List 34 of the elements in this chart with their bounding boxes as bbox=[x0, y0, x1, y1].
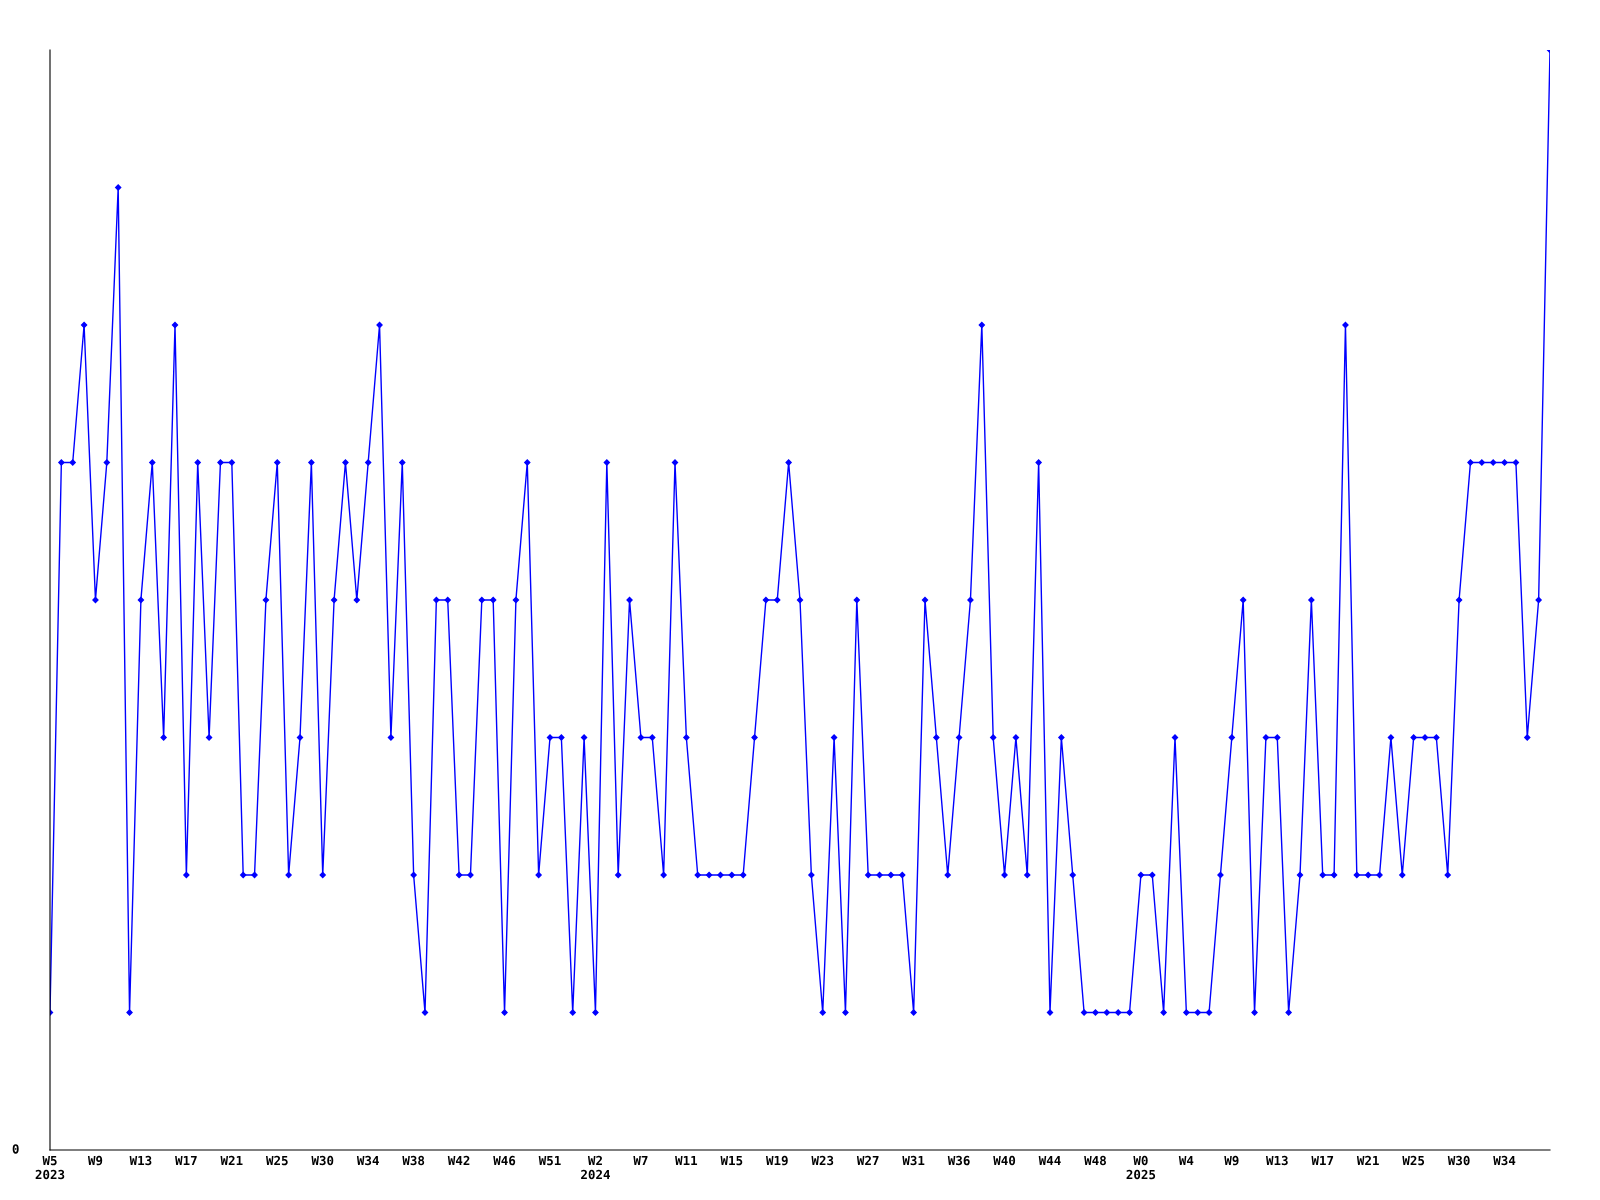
x-tick-label: W25 bbox=[265, 1155, 288, 1166]
x-tick-label: W34 bbox=[356, 1155, 379, 1166]
x-tick-label: W31 bbox=[902, 1155, 925, 1166]
x-tick-label: W17 bbox=[1311, 1155, 1334, 1166]
x-tick-label: W11 bbox=[675, 1155, 698, 1166]
x-tick-label: W44 bbox=[1038, 1155, 1061, 1166]
x-tick-label: W48 bbox=[1084, 1155, 1106, 1166]
x-tick-label: W25 bbox=[1402, 1155, 1425, 1166]
x-tick-label: W40 bbox=[993, 1155, 1016, 1166]
x-tick-label: W13 bbox=[1265, 1155, 1288, 1166]
x-tick-label: W42 bbox=[447, 1155, 470, 1166]
x-tick-label: W9 bbox=[1224, 1155, 1239, 1166]
x-tick-label: W17 bbox=[175, 1155, 197, 1166]
text: 0 bbox=[12, 1144, 19, 1154]
x-tick-label: W27 bbox=[856, 1155, 879, 1166]
x-tick-label: W21 bbox=[1356, 1155, 1379, 1166]
x-tick-label: W36 bbox=[947, 1155, 970, 1166]
x-tick-label: W23 bbox=[811, 1155, 834, 1166]
x-tick-label: W15 bbox=[720, 1155, 743, 1166]
x-tick-label: W34 bbox=[1493, 1155, 1516, 1166]
x-tick-label: W46 bbox=[493, 1155, 516, 1166]
x-tick-label: W30 bbox=[1447, 1155, 1470, 1166]
x-tick-label: W19 bbox=[765, 1155, 788, 1166]
x-tick-label: W4 bbox=[1178, 1155, 1194, 1166]
x-tick-label: W30 bbox=[311, 1155, 334, 1166]
x-tick-label: W0 2025 bbox=[1126, 1155, 1156, 1180]
x-tick-label: W51 bbox=[538, 1155, 561, 1166]
x-tick-label: W21 bbox=[220, 1155, 243, 1166]
x-tick-label: W5 2023 bbox=[35, 1155, 65, 1180]
x-tick-label: W7 bbox=[633, 1155, 648, 1166]
x-tick-label: W9 bbox=[87, 1155, 103, 1166]
x-tick-label: W2 2024 bbox=[581, 1155, 610, 1180]
x-tick-label: W13 bbox=[129, 1155, 152, 1166]
x-tick-label: W38 bbox=[402, 1155, 425, 1166]
